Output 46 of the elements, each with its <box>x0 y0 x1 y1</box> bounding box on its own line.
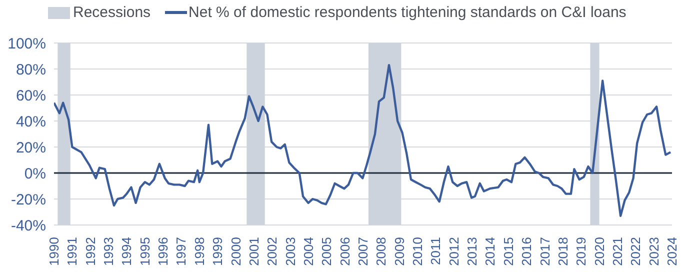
x-tick-label: 2008 <box>374 237 389 266</box>
x-tick-label: 2009 <box>392 237 407 266</box>
x-tick-label: 2017 <box>537 237 552 266</box>
x-tick-label: 2022 <box>628 237 644 266</box>
y-tick-label: 40% <box>16 113 46 130</box>
y-tick-label: 60% <box>16 87 46 104</box>
x-tick-label: 2012 <box>446 237 462 266</box>
y-tick-label: 20% <box>16 139 46 156</box>
x-tick-label: 2003 <box>282 237 298 266</box>
x-tick-label: 1999 <box>210 237 226 266</box>
line-series <box>54 64 672 217</box>
x-tick-label: 2002 <box>264 237 280 266</box>
legend-label: Recessions <box>72 4 151 21</box>
x-tick-label: 2020 <box>592 237 607 266</box>
legend-label: Net % of domestic respondents tightening standards on C&I loans <box>188 4 626 21</box>
x-tick-label: 1996 <box>156 237 171 266</box>
x-tick-label: 2004 <box>300 237 316 266</box>
x-tick-label: 1992 <box>82 237 98 266</box>
y-tick-label: 0% <box>24 165 46 182</box>
x-tick-label: 1994 <box>119 237 134 266</box>
x-tick-label: 2024 <box>664 237 680 266</box>
y-tick-label: -40% <box>10 217 46 234</box>
x-tick-label: 2015 <box>500 237 516 266</box>
y-tick-label: 80% <box>16 61 46 78</box>
y-tick-label: 100% <box>8 35 46 52</box>
x-tick-label: 2001 <box>246 237 262 266</box>
y-tick-label: -20% <box>10 191 46 208</box>
x-tick-label: 2006 <box>337 237 352 266</box>
x-tick-label: 2014 <box>482 237 498 266</box>
x-tick-label: 2021 <box>610 237 625 266</box>
x-tick-label: 2016 <box>519 237 534 266</box>
x-tick-label: 1998 <box>192 237 207 266</box>
x-tick-label: 2019 <box>574 237 589 266</box>
x-tick-label: 1990 <box>46 237 62 266</box>
x-tick-label: 1995 <box>137 237 152 266</box>
x-tick-label: 2013 <box>464 237 480 266</box>
x-tick-label: 1991 <box>64 237 80 266</box>
x-tick-label: 2018 <box>555 237 570 266</box>
x-tick-label: 2005 <box>319 237 334 266</box>
x-tick-label: 1993 <box>101 237 116 266</box>
x-tick-label: 1997 <box>174 237 189 266</box>
x-tick-label: 2011 <box>428 237 444 265</box>
x-tick-label: 2023 <box>646 237 662 266</box>
x-tick-label: 2007 <box>356 237 370 266</box>
x-tick-label: 2010 <box>410 237 426 266</box>
x-tick-label: 2000 <box>228 237 244 266</box>
